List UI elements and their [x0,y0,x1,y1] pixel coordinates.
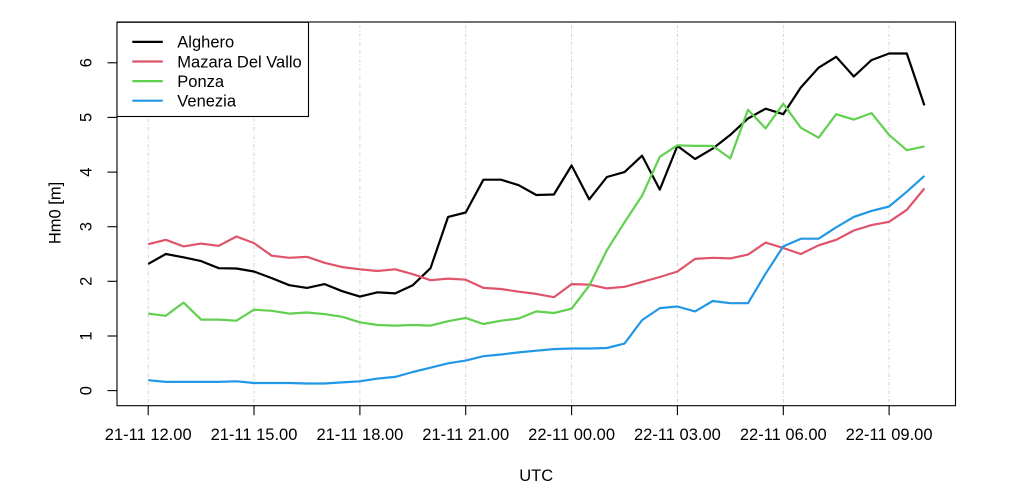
svg-text:22-11 06.00: 22-11 06.00 [740,426,827,444]
svg-text:0: 0 [78,386,96,395]
svg-text:4: 4 [78,168,96,177]
svg-text:2: 2 [78,277,96,286]
svg-text:21-11 12.00: 21-11 12.00 [105,426,192,444]
svg-text:Mazara Del Vallo: Mazara Del Vallo [177,53,301,71]
svg-text:6: 6 [78,58,96,67]
svg-text:21-11 21.00: 21-11 21.00 [422,426,509,444]
svg-text:Venezia: Venezia [177,93,237,111]
svg-text:22-11 00.00: 22-11 00.00 [528,426,615,444]
svg-text:21-11 18.00: 21-11 18.00 [316,426,403,444]
svg-text:Hm0 [m]: Hm0 [m] [47,182,65,244]
svg-text:3: 3 [78,222,96,231]
svg-text:22-11 03.00: 22-11 03.00 [634,426,721,444]
svg-text:21-11 15.00: 21-11 15.00 [211,426,298,444]
svg-text:5: 5 [78,113,96,122]
svg-text:22-11 09.00: 22-11 09.00 [846,426,933,444]
svg-text:1: 1 [78,331,96,340]
svg-text:Ponza: Ponza [177,73,225,91]
svg-text:UTC: UTC [519,467,553,485]
svg-text:Alghero: Alghero [177,34,234,52]
